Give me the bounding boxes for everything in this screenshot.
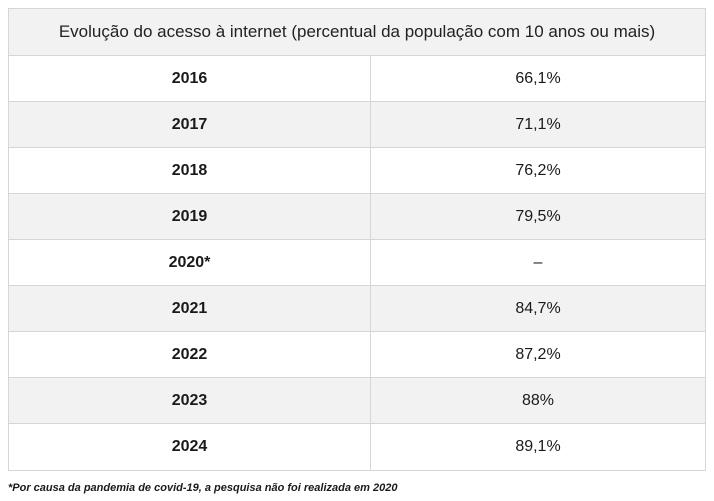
table-row: 2017 71,1% bbox=[9, 102, 705, 148]
table-row: 2023 88% bbox=[9, 378, 705, 424]
value-cell: 87,2% bbox=[515, 345, 561, 363]
table-row: 2019 79,5% bbox=[9, 194, 705, 240]
table-row: 2020* – bbox=[9, 240, 705, 286]
year-cell: 2020* bbox=[9, 240, 371, 285]
value-cell: 84,7% bbox=[515, 299, 561, 317]
table-row: 2016 66,1% bbox=[9, 56, 705, 102]
year-cell: 2023 bbox=[9, 378, 371, 423]
value-cell: 88% bbox=[521, 391, 555, 409]
value-cell: – bbox=[533, 253, 543, 271]
table-row: 2022 87,2% bbox=[9, 332, 705, 378]
year-cell: 2024 bbox=[9, 424, 371, 470]
internet-access-table: Evolução do acesso à internet (percentua… bbox=[8, 8, 706, 471]
year-cell: 2022 bbox=[9, 332, 371, 377]
year-cell: 2019 bbox=[9, 194, 371, 239]
value-cell: 66,1% bbox=[515, 69, 561, 87]
value-cell: 79,5% bbox=[515, 207, 561, 225]
table-row: 2021 84,7% bbox=[9, 286, 705, 332]
table-row: 2018 76,2% bbox=[9, 148, 705, 194]
year-cell: 2021 bbox=[9, 286, 371, 331]
year-cell: 2017 bbox=[9, 102, 371, 147]
value-cell: 71,1% bbox=[515, 115, 561, 133]
table-row: 2024 89,1% bbox=[9, 424, 705, 470]
footnote: *Por causa da pandemia de covid-19, a pe… bbox=[8, 482, 398, 494]
value-cell: 76,2% bbox=[515, 161, 561, 179]
year-cell: 2016 bbox=[9, 56, 371, 101]
year-cell: 2018 bbox=[9, 148, 371, 193]
value-cell: 89,1% bbox=[515, 438, 561, 455]
table-title: Evolução do acesso à internet (percentua… bbox=[9, 9, 705, 56]
table-body: 2016 66,1% 2017 71,1% 2018 76,2% 2019 79,5% 2020… bbox=[9, 56, 705, 470]
